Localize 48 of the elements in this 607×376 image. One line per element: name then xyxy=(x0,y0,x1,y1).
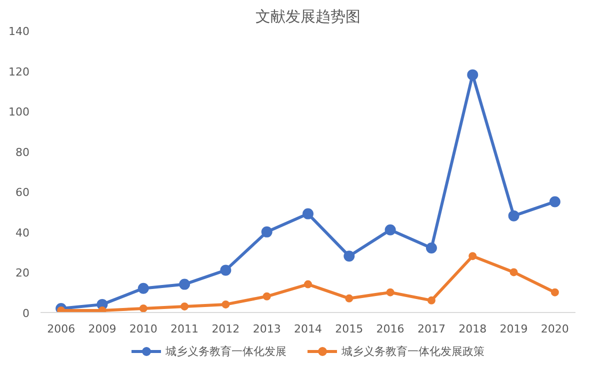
x-tick-label: 2019 xyxy=(500,322,528,336)
y-tick-label: 100 xyxy=(8,106,30,119)
point xyxy=(262,292,271,300)
point xyxy=(179,278,190,290)
x-tick-label: 2011 xyxy=(170,322,199,336)
x-tick-label: 2010 xyxy=(129,322,158,336)
x-tick-label: 2013 xyxy=(252,322,281,336)
point xyxy=(345,294,354,302)
point xyxy=(98,306,106,312)
point xyxy=(138,282,149,294)
y-tick-label: 40 xyxy=(16,226,30,240)
y-tick-label: 140 xyxy=(8,25,30,38)
point xyxy=(139,304,148,312)
x-tick-label: 2018 xyxy=(458,322,487,336)
y-tick-label: 120 xyxy=(8,65,30,78)
x-tick-label: 2009 xyxy=(88,322,116,336)
point xyxy=(384,224,396,236)
x-tick-label: 2016 xyxy=(376,322,404,336)
point xyxy=(304,280,312,288)
x-tick-label: 2012 xyxy=(212,322,240,336)
point xyxy=(222,300,230,308)
x-tick-label: 2015 xyxy=(335,322,364,336)
point xyxy=(302,208,314,220)
y-tick-label: 80 xyxy=(16,146,30,159)
point xyxy=(467,69,478,80)
point xyxy=(549,196,560,208)
point xyxy=(468,252,477,260)
point xyxy=(426,242,437,254)
legend-label: 城乡义务教育一体化发展政策 xyxy=(342,344,484,358)
x-tick-label: 2006 xyxy=(47,322,76,336)
point xyxy=(386,288,394,296)
point xyxy=(261,226,272,238)
x-tick-label: 2020 xyxy=(540,322,569,336)
x-tick-label: 2017 xyxy=(417,322,446,336)
point xyxy=(57,306,66,312)
point xyxy=(508,210,520,222)
point xyxy=(550,288,559,296)
y-tick-label: 0 xyxy=(22,307,30,320)
chart-title: 文献发展趋势图 xyxy=(256,8,360,26)
y-tick-label: 20 xyxy=(16,266,30,280)
point xyxy=(220,264,232,276)
x-tick-label: 2014 xyxy=(294,322,322,336)
point xyxy=(344,250,355,262)
point xyxy=(510,268,518,276)
point xyxy=(180,302,189,310)
point xyxy=(427,296,436,304)
y-tick-label: 60 xyxy=(16,186,30,200)
legend-label: 城乡义务教育一体化发展 xyxy=(166,344,286,358)
